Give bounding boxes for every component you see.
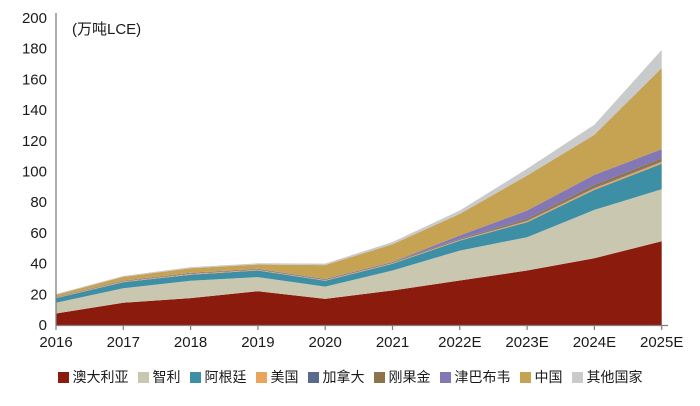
- y-tick-label: 80: [30, 194, 47, 211]
- legend-swatch-icon: [519, 371, 531, 383]
- legend-item-0: 澳大利亚: [57, 369, 129, 385]
- legend-swatch-icon: [137, 371, 149, 383]
- x-tick-label: 2020: [309, 334, 342, 351]
- x-tick-label: 2022E: [438, 334, 481, 351]
- x-tick-label: 2017: [107, 334, 140, 351]
- x-tick-label: 2021: [376, 334, 409, 351]
- y-tick-label: 160: [22, 71, 47, 88]
- chart-legend: 澳大利亚 智利 阿根廷 美国 加拿大 刚果金 津巴布韦 中国 其他国家: [0, 370, 700, 384]
- legend-label: 美国: [270, 369, 299, 385]
- legend-label: 智利: [152, 369, 181, 385]
- y-tick-label: 180: [22, 41, 47, 58]
- legend-item-3: 美国: [255, 369, 299, 385]
- y-tick-label: 120: [22, 133, 47, 150]
- legend-item-6: 津巴布韦: [439, 369, 511, 385]
- legend-item-5: 刚果金: [373, 369, 431, 385]
- legend-swatch-icon: [439, 371, 451, 383]
- legend-swatch-icon: [571, 371, 583, 383]
- x-tick-label: 2016: [39, 334, 72, 351]
- legend-swatch-icon: [307, 371, 319, 383]
- chart-plot-area: 2016 2017 2018 2019 2020 2021 2022E 2023E 2024E 2…: [22, 10, 683, 351]
- legend-label: 澳大利亚: [72, 369, 129, 385]
- legend-label: 阿根廷: [204, 369, 247, 385]
- y-tick-label: 140: [22, 102, 47, 119]
- legend-label: 中国: [534, 369, 563, 385]
- y-tick-label: 100: [22, 164, 47, 181]
- area-series-7: [56, 68, 662, 297]
- legend-label: 其他国家: [586, 369, 643, 385]
- x-tick-label: 2019: [241, 334, 274, 351]
- y-tick-label: 20: [30, 286, 47, 303]
- area-series-2: [56, 163, 662, 303]
- area-series-1: [56, 189, 662, 314]
- y-tick-label: 200: [22, 10, 47, 27]
- legend-swatch-icon: [57, 371, 69, 383]
- legend-item-1: 智利: [137, 369, 181, 385]
- legend-label: 津巴布韦: [454, 369, 511, 385]
- legend-item-8: 其他国家: [571, 369, 643, 385]
- x-tick-label: 2024E: [573, 334, 616, 351]
- legend-label: 刚果金: [388, 369, 431, 385]
- legend-item-2: 阿根廷: [189, 369, 247, 385]
- y-tick-label: 60: [30, 225, 47, 242]
- legend-item-7: 中国: [519, 369, 563, 385]
- x-tick-label: 2018: [174, 334, 207, 351]
- x-tick-label: 2023E: [505, 334, 548, 351]
- legend-item-4: 加拿大: [307, 369, 365, 385]
- area-series-0: [56, 241, 662, 325]
- legend-swatch-icon: [255, 371, 267, 383]
- x-tick-label: 2025E: [640, 334, 683, 351]
- y-axis-unit-label: (万吨LCE): [72, 21, 142, 38]
- y-tick-label: 0: [39, 317, 47, 334]
- legend-swatch-icon: [373, 371, 385, 383]
- y-tick-label: 40: [30, 256, 47, 273]
- legend-label: 加拿大: [322, 369, 365, 385]
- legend-swatch-icon: [189, 371, 201, 383]
